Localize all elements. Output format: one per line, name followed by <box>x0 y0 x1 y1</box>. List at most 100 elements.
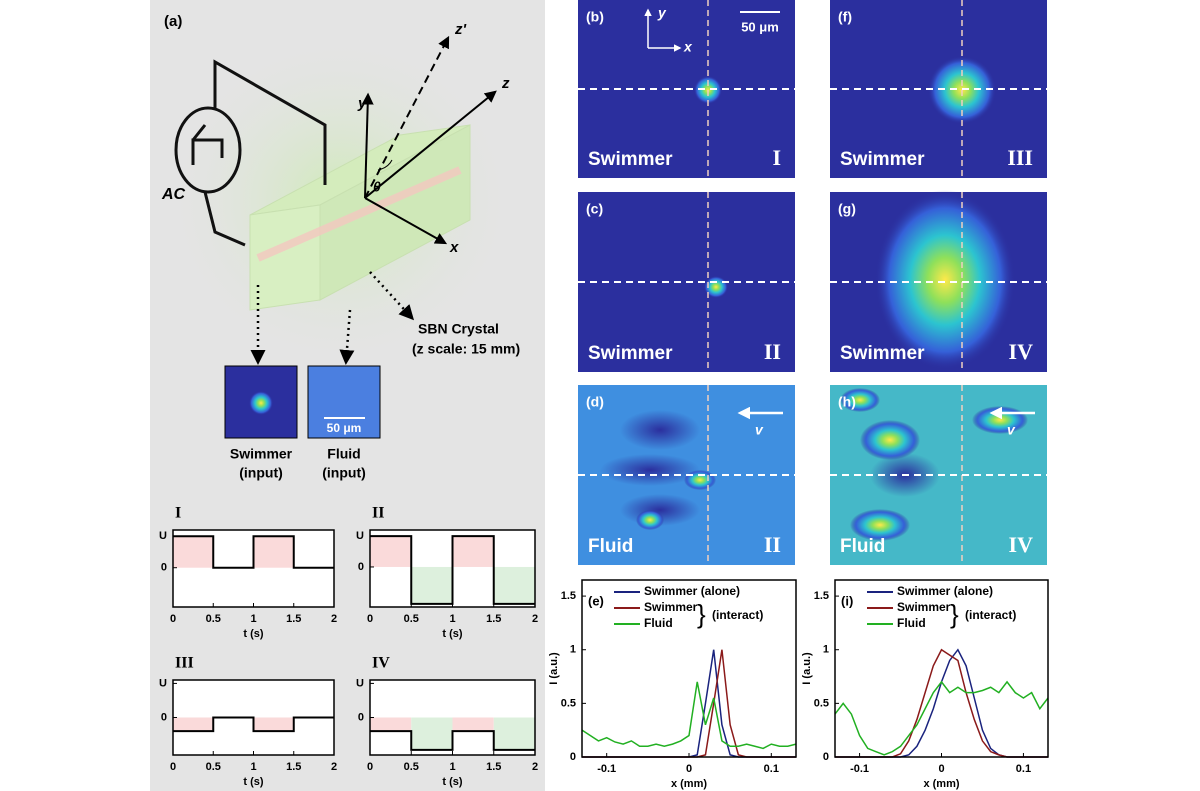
crystal-scale: (z scale: 15 mm) <box>412 341 520 357</box>
plot-area <box>835 580 1048 757</box>
scale-label: 50 μm <box>327 421 362 435</box>
data-line <box>370 730 535 751</box>
image-panel: (b) Swimmer I 50 μm y x <box>578 0 795 178</box>
chart: 0 0.5 1 1.5 2 U 0 t (s) IV <box>356 655 538 788</box>
intensity-spot <box>875 190 1015 370</box>
panel-name: Swimmer <box>840 149 925 170</box>
input-note: (input) <box>322 465 366 481</box>
intensity-spot <box>972 406 1028 434</box>
chart: -0.1 0 0.1 0 0.5 1 1.5 x (mm) I (a.u.) (i) Swimmer… <box>801 579 1049 790</box>
x-tick-label: 1 <box>250 613 256 625</box>
shaded-region <box>370 536 412 567</box>
x-tick-label: 0 <box>686 763 692 775</box>
diagram: (a) AC y z' z x θ SBN Crystal (z scale: … <box>150 0 545 791</box>
x-tick-label: 1 <box>250 761 256 773</box>
shaded-region <box>452 717 494 732</box>
chart-title: (e) <box>588 593 604 608</box>
y-tick-label: 1.5 <box>561 590 576 602</box>
panel-stage: II <box>764 339 781 364</box>
x-tick-label: 2 <box>532 613 538 625</box>
shaded-region <box>411 717 453 750</box>
input-name: Fluid <box>327 446 360 462</box>
chart-title: II <box>372 505 384 522</box>
panel-label: (c) <box>586 201 603 217</box>
x-axis-label: t (s) <box>442 628 463 640</box>
panel-stage: III <box>1007 145 1033 170</box>
x-tick-label: 2 <box>331 761 337 773</box>
x-tick-label: 0.5 <box>206 761 221 773</box>
plot-area <box>582 580 796 757</box>
x-axis-label: t (s) <box>442 776 463 788</box>
legend-label: Fluid <box>897 616 926 630</box>
axis-label: x <box>683 39 693 55</box>
image-panel: (c) Swimmer II <box>578 192 795 372</box>
intensity-spot <box>840 388 880 412</box>
shaded-region <box>493 566 535 604</box>
x-tick-label: 0.1 <box>1016 763 1031 775</box>
dark-region <box>620 410 700 450</box>
chart: 0 0.5 1 1.5 2 U 0 t (s) I <box>159 505 337 640</box>
axis-label: z' <box>454 21 467 38</box>
chart: 0 0.5 1 1.5 2 U 0 t (s) III <box>159 655 337 788</box>
y-tick-label: U <box>159 677 167 689</box>
x-axis-label: t (s) <box>243 776 264 788</box>
dark-region <box>600 454 700 486</box>
y-tick-label: 0 <box>358 711 364 723</box>
data-line <box>173 716 334 733</box>
input-name: Swimmer <box>230 446 293 462</box>
x-tick-label: 1.5 <box>486 761 501 773</box>
y-tick-label: 0.5 <box>561 697 576 709</box>
panel-label: (f) <box>838 9 852 25</box>
chart: -0.1 0 0.1 0 0.5 1 1.5 x (mm) I (a.u.) (e) Swimmer… <box>548 579 797 790</box>
data-line <box>370 535 535 605</box>
chart-title: (i) <box>841 593 853 608</box>
panel-stage: I <box>772 145 781 170</box>
panel-label: (g) <box>838 201 856 217</box>
intensity-spot <box>850 509 910 541</box>
y-tick-label: U <box>356 530 364 542</box>
panel-label: (a) <box>164 13 182 30</box>
intensity-spot <box>684 470 716 490</box>
shaded-region <box>411 566 453 604</box>
y-tick-label: 0 <box>823 751 829 763</box>
axis-label: y <box>657 5 667 21</box>
legend-note: (interact) <box>965 608 1016 622</box>
panel-label: (b) <box>586 9 604 25</box>
x-axis-label: x (mm) <box>923 778 959 790</box>
legend-label: Fluid <box>644 616 673 630</box>
panel-stage: IV <box>1009 532 1034 557</box>
flow-label: v <box>755 422 764 438</box>
axis-label: x <box>449 239 459 256</box>
panel-name: Swimmer <box>588 149 673 170</box>
intensity-spot <box>860 420 920 460</box>
shaded-region <box>173 717 214 732</box>
panel-label: (d) <box>586 394 604 410</box>
legend-label: Swimmer (alone) <box>644 584 740 598</box>
panel-name: Swimmer <box>588 343 673 364</box>
x-tick-label: 1.5 <box>486 613 501 625</box>
x-tick-label: 0.5 <box>404 613 419 625</box>
panel-name: Fluid <box>840 536 885 557</box>
image-panel: (d) Fluid II v <box>578 385 795 565</box>
legend-brace: } <box>950 599 959 629</box>
x-tick-label: 0.1 <box>764 763 779 775</box>
x-axis-label: x (mm) <box>671 778 707 790</box>
y-tick-label: 1 <box>570 644 576 656</box>
panel-label: (h) <box>838 394 856 410</box>
y-tick-label: 1 <box>823 644 829 656</box>
crystal-label: SBN Crystal <box>418 321 499 337</box>
x-tick-label: 1 <box>449 613 455 625</box>
shaded-region <box>253 536 294 568</box>
source-label: AC <box>161 186 186 203</box>
image-panel: (h) Fluid IV v <box>830 385 1047 565</box>
x-axis-label: t (s) <box>243 628 264 640</box>
y-tick-label: U <box>159 530 167 542</box>
legend-label: Swimmer <box>897 600 951 614</box>
y-tick-label: U <box>356 677 364 689</box>
shaded-region <box>493 717 535 750</box>
y-axis-label: I (a.u.) <box>801 652 813 685</box>
chart-title: IV <box>372 655 390 672</box>
x-tick-label: 2 <box>532 761 538 773</box>
